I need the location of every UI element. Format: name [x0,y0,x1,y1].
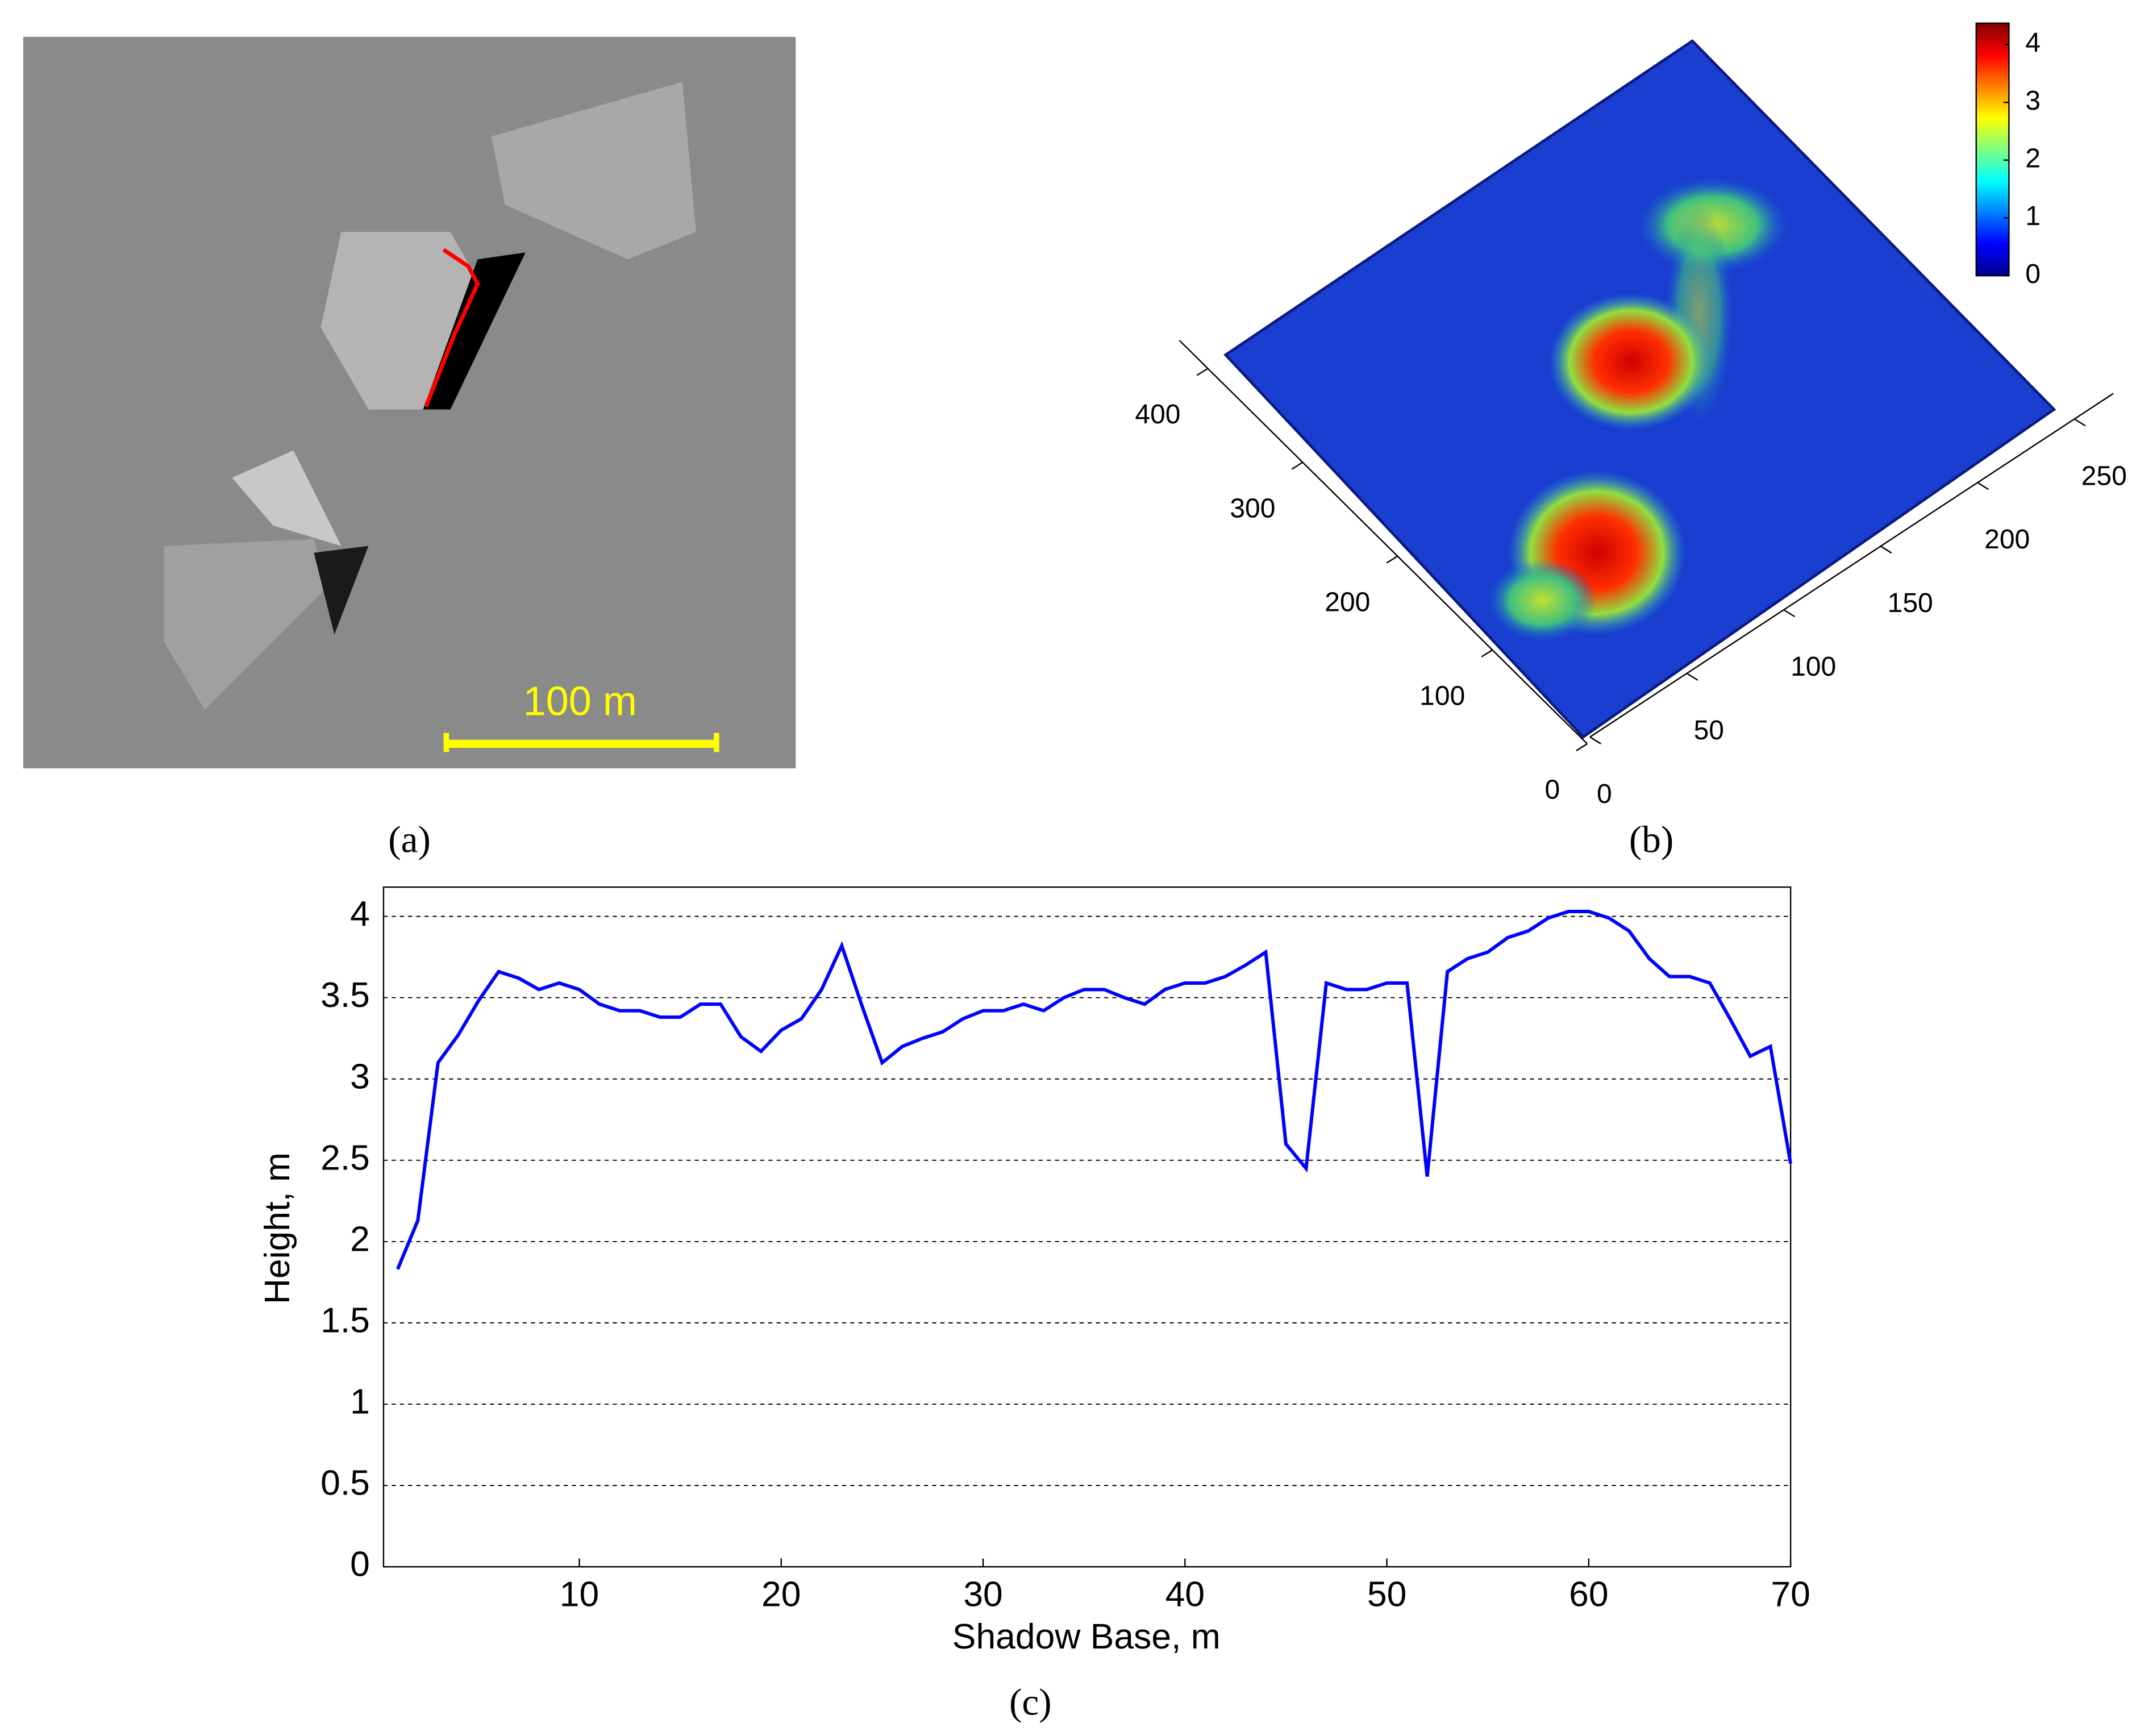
colorbar-tick-label: 2 [2025,143,2041,173]
y-tick-label: 3.5 [320,975,370,1015]
y-tick-label: 200 [1984,524,2030,555]
colorbar-tick-label: 4 [2025,28,2041,58]
y-tick-label: 100 [1791,652,1836,682]
y-tick-label: 2.5 [320,1138,370,1177]
hillshade-image [23,36,796,769]
x-tick-label: 200 [1325,587,1370,617]
colorbar [1975,22,2010,277]
x-axis-label: Shadow Base, m [952,1617,1221,1656]
tick-mark [1783,609,1795,618]
x-tick-label: 50 [1367,1575,1406,1614]
tick-mark [2074,418,2086,427]
y-tick-label: 0 [1597,779,1612,809]
tick-mark [1196,368,1209,376]
x-tick-label: 30 [963,1575,1002,1614]
x-tick-label: 70 [1771,1575,1810,1614]
colorbar-tick-label: 1 [2025,201,2041,231]
tick-mark [1386,555,1398,564]
y-tick-label: 0.5 [320,1463,370,1503]
x-tick-label: 0 [1545,775,1560,805]
y-tick-label: 1.5 [320,1300,370,1340]
tick-mark [1576,743,1588,751]
y-tick-label: 1 [350,1382,370,1422]
scale-bar-label: 100 m [523,678,637,724]
panel-label: (c) [1009,1681,1052,1723]
y-tick-label: 50 [1694,715,1724,746]
data-line [396,910,1793,1270]
tick-mark [1589,736,1601,744]
x-tick-label: 100 [1419,681,1465,711]
tick-mark [1977,482,1989,490]
y-axis-label: Height, m [257,1152,297,1304]
panel-label: (b) [1629,818,1673,861]
y-tick-label: 4 [350,894,370,934]
y-tick-label: 0 [350,1545,370,1584]
x-tick-label: 300 [1230,493,1275,523]
y-tick-label: 2 [350,1219,370,1259]
colorbar-tick-label: 3 [2025,86,2041,116]
x-tick-label: 400 [1135,399,1180,430]
tick-mark [1481,649,1493,657]
x-tick-label: 60 [1569,1575,1608,1614]
y-tick-label: 250 [2081,461,2127,491]
y-tick-label: 3 [350,1056,370,1096]
tick-mark [1291,461,1304,470]
axis-line [1589,393,2114,738]
panel-label: (a) [388,818,431,861]
colorbar-tick-label: 0 [2025,259,2041,289]
x-tick-label: 10 [560,1575,599,1614]
x-tick-label: 20 [761,1575,801,1614]
plot-area [382,886,1792,1568]
tick-mark [1880,546,1892,554]
surface-plot [1223,39,2056,739]
y-tick-label: 150 [1888,588,1933,618]
x-tick-label: 40 [1165,1575,1205,1614]
tick-mark [1686,672,1698,681]
axis-line [1179,340,1588,744]
